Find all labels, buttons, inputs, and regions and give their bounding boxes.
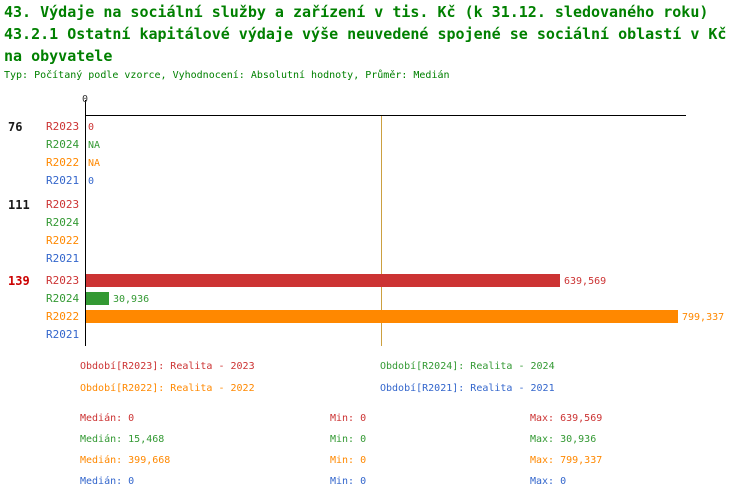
series-label-r2023: R2023 [46,120,80,133]
series-label-r2023: R2023 [46,198,80,211]
value-label-r2024: 30,936 [113,294,150,305]
series-label-r2022: R2022 [46,234,80,247]
x-axis-zero-tick-label: 0 [81,94,89,105]
legend-item-r2022: Období[R2022]: Realita - 2022 [80,383,255,394]
bar-r2024 [86,292,109,305]
series-label-r2024: R2024 [46,292,80,305]
stat-median-r2023: Medián: 0 [80,413,135,424]
series-label-r2024: R2024 [46,138,80,151]
value-label-r2022: NA [88,158,101,169]
stat-median-r2024: Medián: 15,468 [80,434,165,445]
median-reference-line [381,116,382,346]
stat-min-r2023: Min: 0 [330,413,367,424]
series-label-r2023: R2023 [46,274,80,287]
group-label: 76 [8,120,23,134]
group-label: 111 [8,198,30,212]
series-label-r2024: R2024 [46,216,80,229]
stat-max-r2024: Max: 30,936 [530,434,597,445]
value-label-r2021: 0 [88,176,95,187]
stat-median-r2021: Medián: 0 [80,476,135,487]
indicator-title-line1: 43.2.1 Ostatní kapitálové výdaje výše ne… [4,25,727,43]
chart-meta: Typ: Počítaný podle vzorce, Vyhodnocení:… [4,70,450,81]
value-label-r2023: 639,569 [564,276,607,287]
stat-min-r2021: Min: 0 [330,476,367,487]
legend-item-r2021: Období[R2021]: Realita - 2021 [380,383,555,394]
x-axis-line [85,115,686,116]
value-label-r2023: 0 [88,122,95,133]
stat-max-r2022: Max: 799,337 [530,455,603,466]
page-title: 43. Výdaje na sociální služby a zařízení… [4,3,709,21]
stat-max-r2023: Max: 639,569 [530,413,603,424]
group-label: 139 [8,274,30,288]
series-label-r2021: R2021 [46,174,80,187]
series-label-r2021: R2021 [46,252,80,265]
stat-max-r2021: Max: 0 [530,476,567,487]
stat-min-r2022: Min: 0 [330,455,367,466]
bar-r2023 [86,274,560,287]
legend-item-r2023: Období[R2023]: Realita - 2023 [80,361,255,372]
y-axis-line [85,100,86,346]
stat-median-r2022: Medián: 399,668 [80,455,171,466]
indicator-title-line2: na obyvatele [4,47,113,65]
value-label-r2022: 799,337 [682,312,725,323]
series-label-r2022: R2022 [46,156,80,169]
value-label-r2024: NA [88,140,101,151]
series-label-r2021: R2021 [46,328,80,341]
stat-min-r2024: Min: 0 [330,434,367,445]
legend-item-r2024: Období[R2024]: Realita - 2024 [380,361,555,372]
series-label-r2022: R2022 [46,310,80,323]
bar-r2022 [86,310,678,323]
